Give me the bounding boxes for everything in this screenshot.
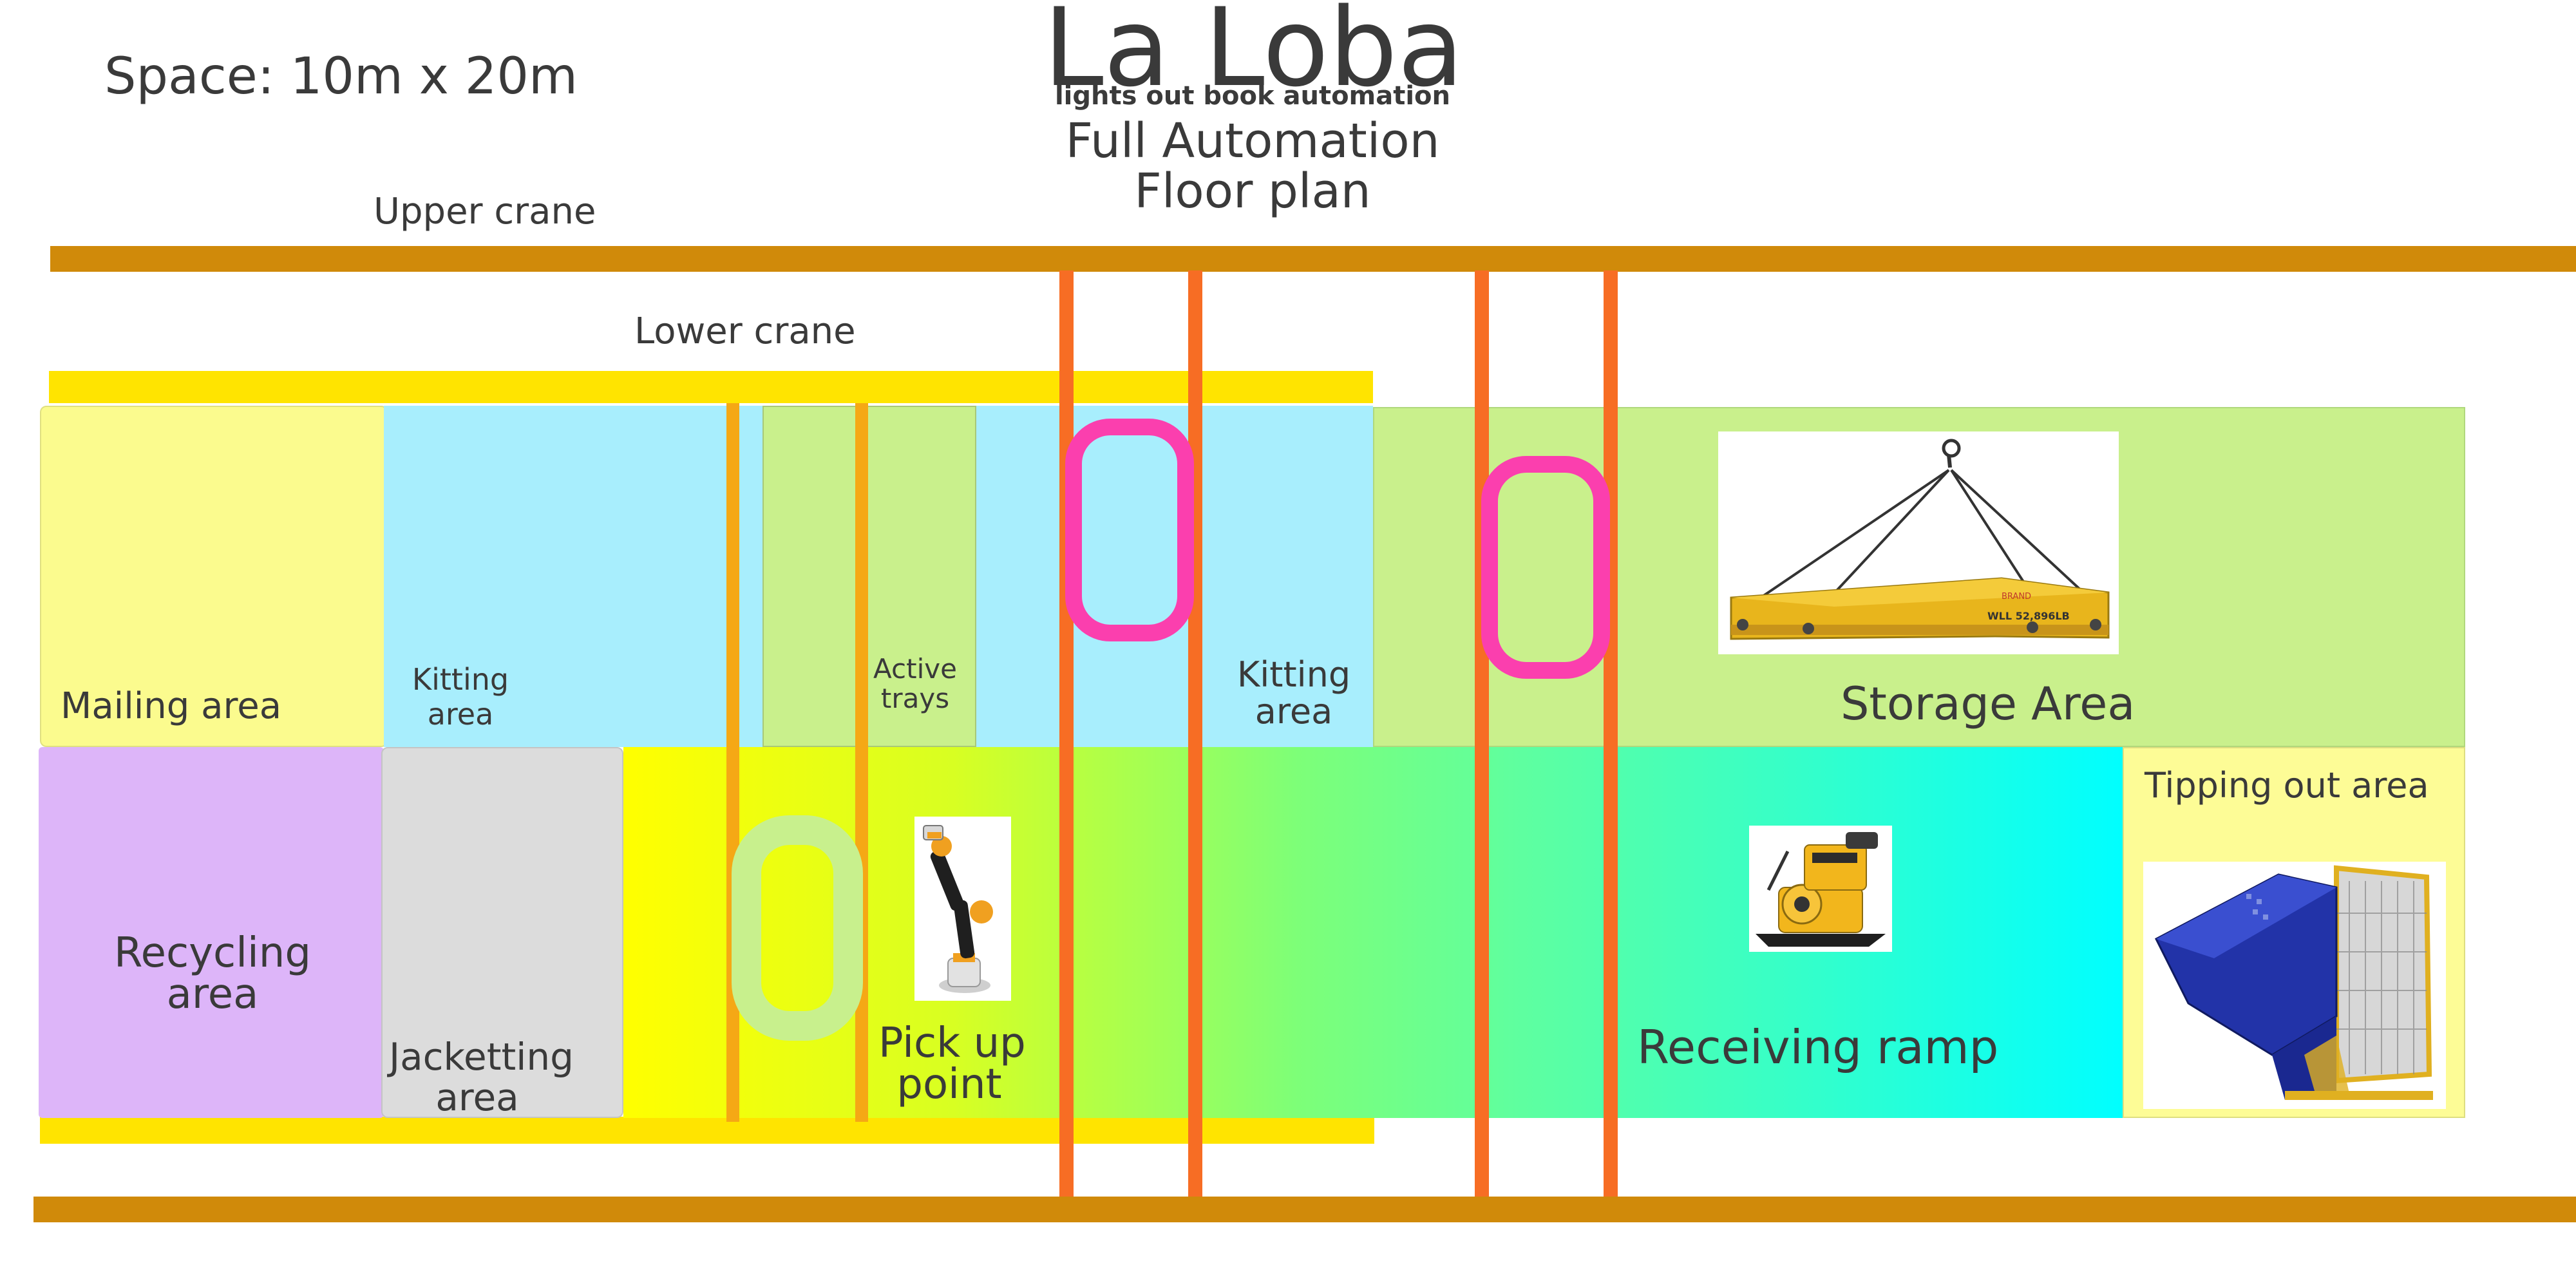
recycling-area-label-line1: Recycling [114,929,311,977]
subtitle-line-1: Full Automation [1065,113,1440,169]
kitting-area-left-label-line1: Kitting [412,662,509,697]
lower-crane-beam-1 [726,403,739,1122]
mailing-area [40,406,388,747]
robot-arm-image [914,817,1011,1001]
active-trays-label-line1: Active [873,653,957,685]
active-trays-area [762,406,976,747]
pick-up-point-label-line1: Pick up [878,1019,1026,1067]
upper-crane-rail [50,246,2576,272]
lower-crane-gripper-loop [732,815,863,1041]
jacketting-area [381,747,623,1118]
tipping-out-area-label: Tipping out area [2145,765,2429,806]
kitting-area-left-label: Kitting area [393,662,528,732]
kitting-area-right-label: Kitting area [1226,654,1361,732]
gantry-beam-1 [1059,270,1074,1198]
kitting-area-right-label-line1: Kitting [1236,654,1351,695]
active-trays-label-line2: trays [880,683,950,715]
spreader-beam-image: BRAND WLL 52,896LB [1718,431,2119,654]
gantry-beam-4 [1604,270,1618,1198]
jacketting-area-label-line2: area [435,1075,519,1119]
recycling-area [39,747,384,1118]
lower-crane-rail-bottom [40,1117,1374,1144]
floor-rail [33,1197,2576,1222]
storage-area-label: Storage Area [1841,677,2136,730]
tipping-hopper-image [2143,862,2446,1109]
active-trays-label: Active trays [873,654,957,714]
kitting-area-left [384,406,762,747]
jacketting-area-label-line1: Jacketting [389,1035,574,1079]
kitting-area-right-label-line2: area [1255,690,1333,732]
gantry-beam-2 [1188,270,1202,1198]
lower-crane-rail-top [49,371,1373,403]
kitting-area-left-label-line2: area [427,697,494,732]
upper-crane-label: Upper crane [374,191,596,232]
pick-up-point-label-line2: point [896,1061,1002,1108]
pick-up-point-label: Pick up point [878,1019,1026,1108]
recycling-area-label-line2: area [166,971,259,1018]
plate-compactor-image [1749,826,1892,952]
spreader-beam-wll-text: WLL 52,896LB [1987,610,2070,622]
space-label: Space: 10m x 20m [104,48,578,106]
page-title: La Loba [1043,0,1464,111]
tagline: lights out book automation [1054,81,1451,111]
lower-crane-label: Lower crane [634,310,856,352]
upper-crane-gripper-loop-2 [1481,456,1610,679]
lower-crane-beam-2 [855,403,868,1122]
mailing-area-label: Mailing area [61,685,282,727]
spreader-beam-brand-text: BRAND [2002,592,2031,601]
upper-crane-gripper-loop-1 [1065,419,1194,641]
jacketting-area-label: Jacketting area [389,1035,574,1119]
recycling-area-label: Recycling area [97,933,328,1015]
subtitle-line-2: Floor plan [1134,164,1371,219]
gantry-beam-3 [1475,270,1489,1198]
receiving-ramp-label: Receiving ramp [1637,1020,1999,1074]
